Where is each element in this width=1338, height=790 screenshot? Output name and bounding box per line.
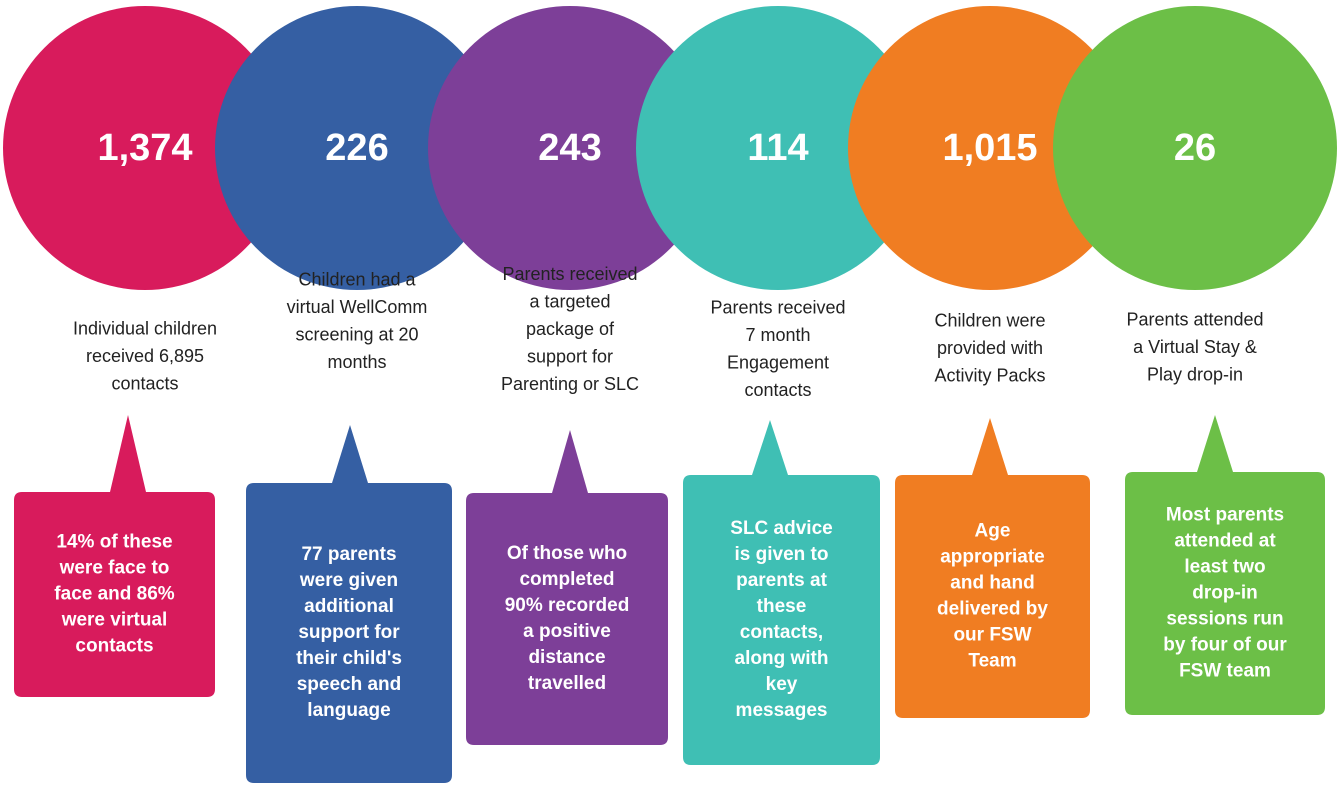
callout-text: Age bbox=[975, 521, 1011, 542]
callout-text: 77 parents bbox=[301, 544, 396, 565]
callout-text: were virtual bbox=[61, 610, 168, 631]
stat-description: Individual children bbox=[73, 318, 217, 338]
stat-description: screening at 20 bbox=[295, 325, 418, 345]
stat-description: a targeted bbox=[529, 291, 610, 311]
callout-text: were given bbox=[299, 570, 398, 591]
callout-text: additional bbox=[304, 596, 394, 617]
callout-text: key bbox=[766, 674, 798, 695]
callout-text: distance bbox=[528, 647, 605, 668]
callout-text: contacts bbox=[75, 636, 153, 657]
stat-description: a Virtual Stay & bbox=[1133, 337, 1257, 357]
callout-text: Most parents bbox=[1166, 505, 1284, 526]
callout-text: by four of our bbox=[1163, 635, 1287, 656]
callout-box bbox=[1125, 415, 1325, 715]
stat-description: received 6,895 bbox=[86, 346, 204, 366]
stat-circle bbox=[428, 6, 712, 290]
callout-text: their child's bbox=[296, 648, 402, 669]
callout-box bbox=[683, 420, 880, 765]
stat-description: Engagement bbox=[727, 353, 829, 373]
callout-text: SLC advice bbox=[730, 518, 832, 539]
stat-number: 1,374 bbox=[97, 127, 192, 169]
callout-text: Of those who bbox=[507, 543, 627, 564]
callout-text: our FSW bbox=[953, 625, 1031, 646]
stat-description: contacts bbox=[744, 380, 811, 400]
callout-text: along with bbox=[735, 648, 829, 669]
callout-box bbox=[466, 430, 668, 745]
callout-text: appropriate bbox=[940, 547, 1045, 568]
stat-description: support for bbox=[527, 346, 613, 366]
stat-description: provided with bbox=[937, 338, 1043, 358]
stat-number: 1,015 bbox=[942, 127, 1037, 169]
callout-text: a positive bbox=[523, 621, 611, 642]
callout-text: Team bbox=[968, 651, 1016, 672]
callout-text: speech and bbox=[297, 674, 402, 695]
stat-number: 26 bbox=[1174, 127, 1216, 169]
stat-circle bbox=[215, 6, 499, 290]
callout-text: completed bbox=[519, 569, 614, 590]
callout-text: contacts, bbox=[740, 622, 823, 643]
callout-text: least two bbox=[1184, 557, 1265, 578]
stat-description: months bbox=[327, 352, 386, 372]
stat-circle bbox=[636, 6, 920, 290]
callout-text: were face to bbox=[59, 558, 170, 579]
callout-box bbox=[14, 415, 215, 697]
callout-text: support for bbox=[298, 622, 400, 643]
callout-text: language bbox=[307, 700, 390, 721]
stat-description: Parents received bbox=[710, 298, 845, 318]
stat-description: Parents received bbox=[502, 264, 637, 284]
callout-text: delivered by bbox=[937, 599, 1048, 620]
callout-text: attended at bbox=[1174, 531, 1276, 552]
stat-description: Children had a bbox=[298, 270, 416, 290]
stat-circle bbox=[3, 6, 287, 290]
callout-text: 90% recorded bbox=[505, 595, 630, 616]
callout-text: drop-in bbox=[1192, 583, 1257, 604]
stat-circle bbox=[848, 6, 1132, 290]
stat-description: Parents attended bbox=[1126, 309, 1263, 329]
callout-text: is given to bbox=[735, 544, 829, 565]
stat-description: 7 month bbox=[745, 325, 810, 345]
stat-number: 243 bbox=[538, 127, 601, 169]
callout-text: sessions run bbox=[1166, 609, 1283, 630]
stat-circle bbox=[1053, 6, 1337, 290]
callout-text: messages bbox=[736, 700, 828, 721]
stat-description: package of bbox=[526, 319, 615, 339]
stat-number: 114 bbox=[747, 127, 808, 169]
callout-box bbox=[895, 418, 1090, 718]
stat-description: virtual WellComm bbox=[287, 297, 428, 317]
callout-text: face and 86% bbox=[54, 584, 174, 605]
stat-description: Activity Packs bbox=[934, 365, 1045, 385]
callout-text: these bbox=[757, 596, 807, 617]
stat-description: contacts bbox=[111, 373, 178, 393]
callout-text: parents at bbox=[736, 570, 827, 591]
callout-text: and hand bbox=[950, 573, 1034, 594]
callout-text: FSW team bbox=[1179, 661, 1271, 682]
stat-description: Parenting or SLC bbox=[501, 374, 639, 394]
callout-text: 14% of these bbox=[56, 532, 172, 553]
stat-description: Children were bbox=[934, 310, 1045, 330]
callout-box bbox=[246, 425, 452, 783]
callout-text: travelled bbox=[528, 673, 606, 694]
stat-number: 226 bbox=[325, 127, 388, 169]
stat-description: Play drop-in bbox=[1147, 364, 1243, 384]
